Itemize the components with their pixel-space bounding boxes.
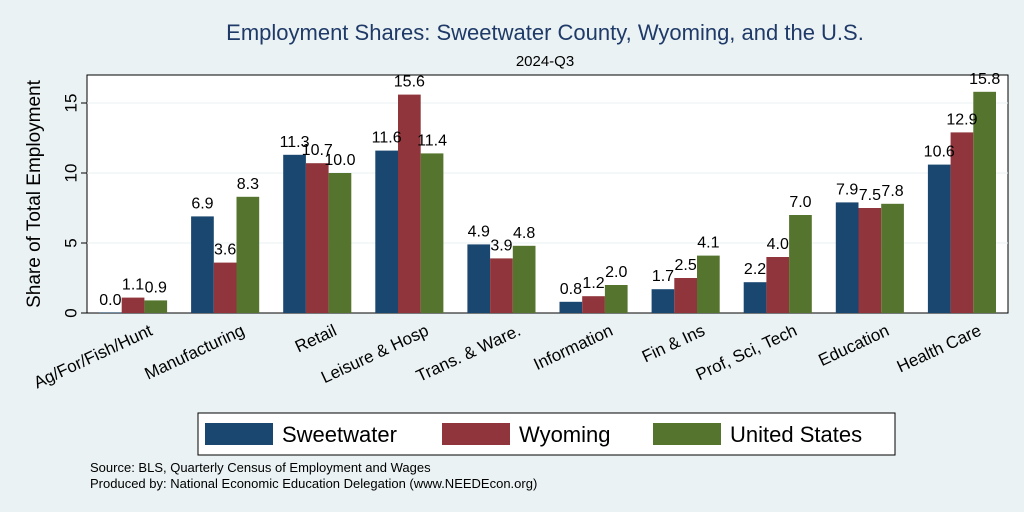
data-label: 10.6 (924, 144, 955, 161)
data-label: 0.0 (99, 292, 121, 309)
legend-label: Sweetwater (282, 422, 397, 447)
y-tick-label: 15 (61, 94, 80, 113)
bar-united-states (697, 255, 720, 313)
data-label: 7.8 (881, 183, 903, 200)
data-label: 11.3 (280, 134, 310, 151)
chart-subtitle: 2024-Q3 (516, 53, 574, 70)
bar-sweetwater (559, 301, 583, 313)
bar-sweetwater (283, 154, 306, 313)
bar-united-states (881, 203, 904, 313)
legend-label: Wyoming (519, 422, 611, 447)
data-label: 2.2 (744, 261, 766, 278)
data-label: 0.9 (145, 279, 167, 296)
data-label: 7.9 (836, 181, 858, 198)
bar-united-states (604, 285, 628, 313)
legend-label: United States (730, 422, 862, 447)
y-tick-label: 10 (61, 164, 80, 183)
legend-items: Sweetwater Wyoming United States (205, 422, 862, 447)
bar-sweetwater (743, 282, 767, 313)
data-label: 7.0 (789, 194, 811, 211)
y-tick-label: 0 (61, 308, 80, 317)
chart-title: Employment Shares: Sweetwater County, Wy… (226, 20, 864, 45)
bar-sweetwater (927, 164, 951, 313)
data-label: 0.8 (560, 281, 582, 298)
data-label: 15.8 (969, 71, 1000, 88)
data-label: 4.0 (767, 236, 789, 253)
bar-wyoming (121, 297, 145, 313)
bar-sweetwater (651, 289, 675, 313)
bar-sweetwater (99, 312, 122, 313)
bar-wyoming (213, 262, 237, 313)
data-label: 11.4 (417, 132, 447, 149)
data-label: 15.6 (394, 74, 425, 91)
bar-wyoming (305, 163, 329, 313)
bar-united-states (512, 245, 536, 313)
bar-sweetwater (467, 244, 491, 313)
data-label: 10.7 (302, 142, 333, 159)
bar-united-states (789, 215, 812, 313)
bar-wyoming (858, 208, 882, 313)
bar-united-states (328, 173, 352, 313)
bar-wyoming (766, 257, 790, 313)
data-label: 11.6 (372, 130, 402, 147)
y-tick-label: 5 (61, 238, 80, 247)
data-label: 2.0 (605, 264, 627, 281)
data-label: 8.3 (237, 176, 259, 193)
data-label: 1.7 (652, 268, 674, 285)
legend-swatch (205, 423, 273, 445)
bar-wyoming (950, 132, 974, 313)
data-label: 4.1 (697, 235, 719, 252)
bar-united-states (236, 196, 260, 313)
data-label: 2.5 (675, 257, 697, 274)
bar-wyoming (674, 278, 697, 313)
data-label: 1.2 (582, 275, 604, 292)
data-label: 4.8 (513, 225, 535, 242)
data-label: 4.9 (468, 223, 490, 240)
data-label: 3.6 (214, 242, 236, 259)
data-labels: 0.01.1 0.9 6.9 3.6 8.3 11.310.710.0 11.6 15.6 11… (99, 71, 1000, 309)
bar-wyoming (398, 94, 421, 313)
y-axis-label: Share of Total Employment (24, 79, 45, 307)
legend: Sweetwater Wyoming United States (197, 412, 896, 456)
produced-note: Produced by: National Economic Education… (90, 476, 537, 491)
legend-swatch (653, 423, 721, 445)
bar-wyoming (582, 296, 605, 313)
bar-united-states (973, 91, 996, 313)
data-label: 7.5 (859, 187, 881, 204)
data-label: 10.0 (324, 152, 355, 169)
bar-sweetwater (375, 150, 398, 313)
bar-united-states (144, 300, 168, 313)
bars (99, 91, 996, 313)
data-label: 3.9 (490, 237, 512, 254)
bar-united-states (420, 153, 444, 313)
legend-swatch (442, 423, 510, 445)
data-label: 1.1 (122, 277, 144, 294)
source-note: Source: BLS, Quarterly Census of Employm… (90, 460, 431, 475)
bar-wyoming (490, 258, 513, 313)
data-label: 6.9 (191, 195, 213, 212)
bar-sweetwater (835, 202, 859, 313)
y-axis-ticks: 0 5 10 15 (61, 94, 87, 318)
data-label: 12.9 (946, 111, 977, 128)
legend-box (197, 412, 896, 456)
bar-sweetwater (191, 216, 214, 313)
